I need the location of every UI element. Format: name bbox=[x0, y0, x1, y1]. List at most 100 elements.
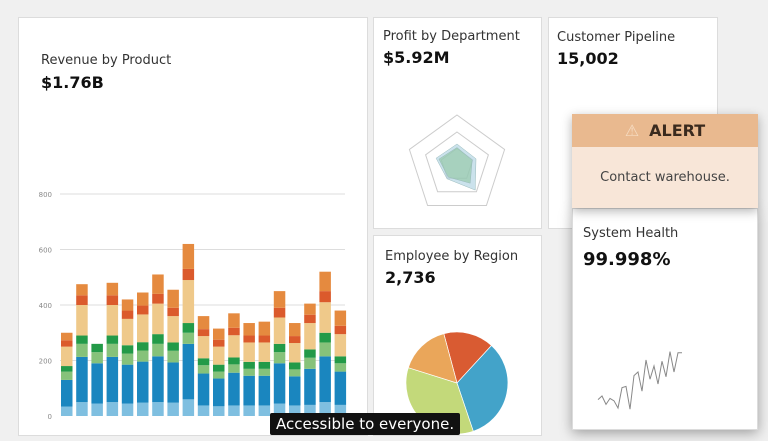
bar-segment bbox=[243, 323, 255, 336]
bar-segment bbox=[152, 303, 164, 335]
bar-segment bbox=[182, 399, 195, 416]
sparkline-line bbox=[597, 351, 682, 410]
bar-segment bbox=[258, 361, 271, 369]
bar-segment bbox=[106, 343, 119, 357]
alert-title: ALERT bbox=[649, 121, 706, 140]
bar-segment bbox=[91, 363, 103, 404]
bar-segment bbox=[304, 323, 316, 350]
bar-segment bbox=[258, 368, 271, 376]
bar-segment bbox=[61, 332, 73, 341]
bar-segment bbox=[137, 350, 149, 362]
bar-segment bbox=[273, 363, 286, 404]
bar-segment bbox=[304, 303, 316, 315]
bar-segment bbox=[197, 329, 210, 337]
radar-ring bbox=[425, 131, 489, 193]
bar-segment bbox=[228, 357, 240, 365]
revenue-value: $1.76B bbox=[41, 73, 104, 92]
bar-segment bbox=[213, 328, 225, 340]
bar-segment bbox=[258, 321, 271, 336]
health-value: 99.998% bbox=[583, 249, 671, 270]
bar-segment bbox=[61, 366, 73, 372]
bar-segment bbox=[213, 346, 225, 365]
bar-segment bbox=[334, 325, 347, 335]
bar-segment bbox=[319, 291, 331, 303]
bar-segment bbox=[106, 402, 119, 416]
bar-segment bbox=[121, 299, 134, 311]
bar-segment bbox=[167, 402, 179, 416]
pipeline-value: 15,002 bbox=[557, 49, 619, 68]
bar-segment bbox=[121, 403, 134, 416]
bar-segment bbox=[167, 316, 179, 343]
profit-title: Profit by Department bbox=[383, 29, 520, 44]
bar-segment bbox=[334, 334, 347, 357]
bar-segment bbox=[258, 342, 271, 362]
bar-segment bbox=[213, 339, 225, 347]
bar-segment bbox=[76, 356, 88, 403]
bar-segment bbox=[167, 350, 179, 363]
bar-segment bbox=[167, 307, 179, 317]
bar-segment bbox=[106, 295, 119, 305]
bar-segment bbox=[152, 343, 164, 357]
bar-segment bbox=[152, 334, 164, 344]
warning-triangle-icon: ⚠ bbox=[624, 121, 640, 140]
bar-segment bbox=[61, 346, 73, 367]
revenue-title: Revenue by Product bbox=[41, 53, 172, 68]
bar-segment bbox=[289, 336, 301, 344]
bar-segment bbox=[273, 307, 286, 318]
bar-segment bbox=[61, 406, 73, 416]
bar-segment bbox=[61, 340, 73, 347]
bar-segment bbox=[319, 302, 331, 333]
profit-value: $5.92M bbox=[383, 48, 450, 67]
bar-segment bbox=[106, 305, 119, 336]
bar-segment bbox=[76, 284, 88, 296]
health-title: System Health bbox=[583, 226, 679, 241]
pie-slice bbox=[456, 345, 509, 432]
bar-segment bbox=[213, 371, 225, 379]
bar-segment bbox=[273, 352, 286, 364]
bar-segment bbox=[121, 364, 134, 404]
bar-segment bbox=[197, 365, 210, 374]
bar-segment bbox=[273, 343, 286, 353]
alert-popup[interactable]: ⚠ ALERT Contact warehouse. bbox=[572, 114, 758, 208]
y-tick-label: 600 bbox=[39, 247, 52, 255]
bar-segment bbox=[197, 336, 210, 359]
bar-segment bbox=[121, 353, 134, 365]
bar-segment bbox=[228, 335, 240, 358]
bar-segment bbox=[319, 356, 331, 403]
bar-segment bbox=[289, 405, 301, 416]
profit-card[interactable]: Profit by Department $5.92M bbox=[373, 17, 542, 229]
bar-segment bbox=[289, 362, 301, 370]
bar-segment bbox=[334, 363, 347, 372]
bar-segment bbox=[213, 406, 225, 416]
video-caption: Accessible to everyone. bbox=[270, 413, 461, 435]
bar-segment bbox=[213, 364, 225, 372]
bar-segment bbox=[243, 342, 255, 362]
bar-segment bbox=[319, 271, 331, 292]
bar-segment bbox=[289, 323, 301, 337]
bar-segment bbox=[197, 373, 210, 406]
bar-segment bbox=[167, 289, 179, 308]
system-health-card[interactable]: System Health 99.998% bbox=[572, 208, 758, 430]
bar-segment bbox=[137, 305, 149, 315]
bar-segment bbox=[76, 402, 88, 416]
bar-segment bbox=[137, 402, 149, 416]
bar-segment bbox=[304, 314, 316, 324]
bar-segment bbox=[228, 372, 240, 406]
bar-segment bbox=[152, 402, 164, 416]
bar-segment bbox=[76, 305, 88, 336]
bar-segment bbox=[197, 358, 210, 366]
bar-segment bbox=[319, 332, 331, 343]
bar-segment bbox=[334, 310, 347, 326]
bar-segment bbox=[304, 349, 316, 358]
bar-segment bbox=[289, 376, 301, 406]
pie-slice bbox=[407, 333, 458, 384]
bar-segment bbox=[91, 403, 103, 416]
bar-segment bbox=[167, 342, 179, 351]
y-tick-label: 800 bbox=[39, 191, 52, 199]
bar-segment bbox=[228, 405, 240, 416]
y-tick-label: 200 bbox=[39, 358, 52, 366]
bar-segment bbox=[304, 404, 316, 416]
y-tick-label: 0 bbox=[48, 413, 52, 421]
bar-segment bbox=[243, 368, 255, 376]
